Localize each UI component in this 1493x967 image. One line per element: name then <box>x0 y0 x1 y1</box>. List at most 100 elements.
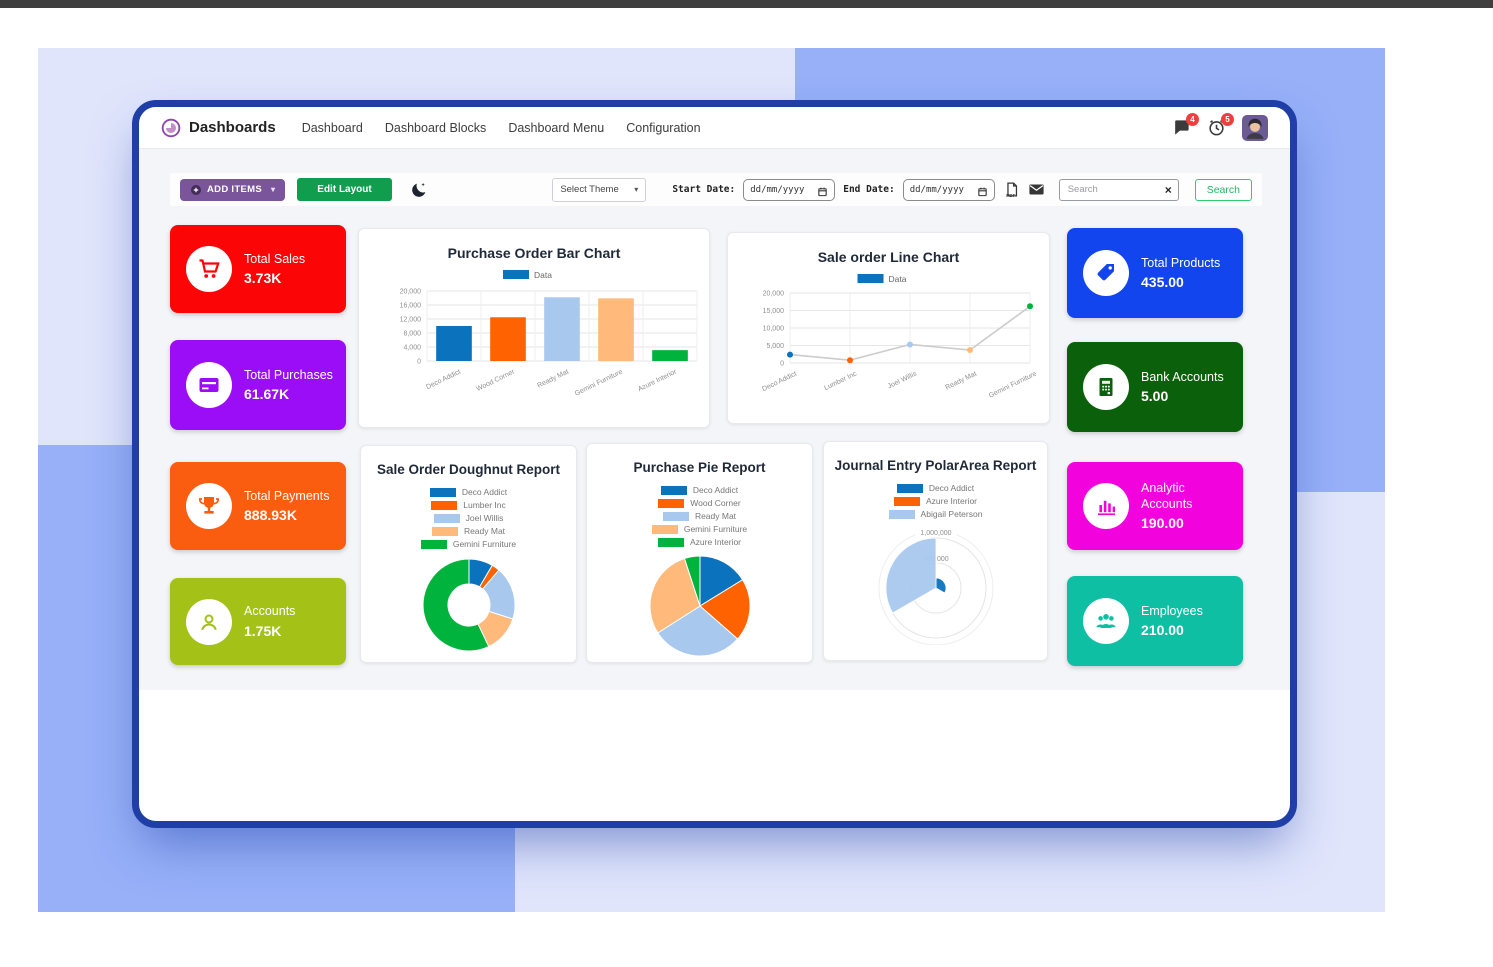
legend-item[interactable]: Deco Addict <box>660 485 738 495</box>
svg-text:Gemini Furniture: Gemini Furniture <box>574 368 624 397</box>
pdf-export-icon[interactable]: PDF <box>1003 181 1020 198</box>
chart-title: Journal Entry PolarArea Report <box>834 458 1037 473</box>
bank-building-icon <box>1083 364 1129 410</box>
end-date-input[interactable]: dd/mm/yyyy <box>902 178 995 201</box>
svg-text:0: 0 <box>417 359 421 366</box>
svg-text:12,000: 12,000 <box>400 317 422 324</box>
svg-text:1,000,000: 1,000,000 <box>920 530 951 537</box>
dashboard-toolbar: ADD ITEMS ▾ Edit Layout Select Theme ▾ S… <box>170 173 1262 206</box>
legend-item[interactable]: Abigail Peterson <box>888 509 982 519</box>
start-date-input[interactable]: dd/mm/yyyy <box>743 178 836 201</box>
kpi-card-total-payments: Total Payments 888.93K <box>170 462 346 550</box>
tag-icon <box>1083 250 1129 296</box>
chart-title: Purchase Pie Report <box>633 460 766 475</box>
credit-card-icon <box>186 362 232 408</box>
svg-text:Azure Interior: Azure Interior <box>637 368 678 393</box>
trophy-icon <box>186 483 232 529</box>
messages-icon[interactable]: 4 <box>1172 113 1199 137</box>
user-icon <box>186 598 232 645</box>
legend-item[interactable]: Gemini Furniture <box>651 524 747 534</box>
calendar-icon[interactable] <box>977 184 988 197</box>
search-input[interactable] <box>1065 183 1165 196</box>
legend-item[interactable]: Deco Addict <box>429 487 507 497</box>
kpi-value: 5.00 <box>1141 388 1169 405</box>
legend-item[interactable]: Ready Mat <box>662 511 736 521</box>
svg-text:10,000: 10,000 <box>763 326 785 333</box>
top-navbar: Dashboards Dashboard Dashboard Blocks Da… <box>139 107 1290 149</box>
svg-text:15,000: 15,000 <box>763 308 785 315</box>
polararea-chart-canvas: Deco Addict Azure Interior Abigail Peterso… <box>824 483 1047 645</box>
sale-order-line-chart-card: Sale order Line Chart Data 0 5,000 10,000 15… <box>727 232 1050 424</box>
add-items-label: ADD ITEMS <box>207 184 262 195</box>
kpi-card-total-sales: Total Sales 3.73K <box>170 225 346 313</box>
edit-layout-button[interactable]: Edit Layout <box>297 178 392 201</box>
kpi-label: Total Products <box>1141 255 1221 270</box>
bar-chart-canvas: Data 0 4,000 8,000 12,000 16,000 20,000 Deco Ad… <box>359 267 709 419</box>
app-title: Dashboards <box>189 119 276 136</box>
kpi-value: 435.00 <box>1141 274 1184 291</box>
add-items-button[interactable]: ADD ITEMS ▾ <box>180 178 286 201</box>
kpi-card-total-products: Total Products 435.00 <box>1067 228 1243 318</box>
kpi-label: Analytic Accounts <box>1141 480 1193 511</box>
app-window: Dashboards Dashboard Dashboard Blocks Da… <box>132 100 1297 828</box>
svg-text:8,000: 8,000 <box>403 331 421 338</box>
svg-text:Ready Mat: Ready Mat <box>944 370 978 391</box>
kpi-card-accounts: Accounts 1.75K <box>170 578 346 665</box>
nav-item-dashboard-blocks[interactable]: Dashboard Blocks <box>384 120 487 135</box>
kpi-value: 61.67K <box>244 386 290 403</box>
page-top-strip <box>0 0 1493 8</box>
chart-title: Sale order Line Chart <box>817 249 960 265</box>
svg-text:20,000: 20,000 <box>763 291 785 298</box>
kpi-card-bank-accounts: Bank Accounts 5.00 <box>1067 342 1243 432</box>
messages-badge: 4 <box>1186 113 1199 126</box>
journal-entry-polararea-report-card: Journal Entry PolarArea Report Deco Addi… <box>823 441 1048 661</box>
svg-text:16,000: 16,000 <box>400 303 422 310</box>
svg-text:Ready Mat: Ready Mat <box>536 368 570 389</box>
search-button[interactable]: Search <box>1194 178 1252 201</box>
svg-text:20,000: 20,000 <box>400 289 422 296</box>
chart-title: Sale Order Doughnut Report <box>376 462 560 477</box>
nav-item-dashboard[interactable]: Dashboard <box>301 120 363 135</box>
search-box: × <box>1058 178 1179 201</box>
nav-item-dashboard-menu[interactable]: Dashboard Menu <box>508 120 605 135</box>
dashboards-app-logo-icon[interactable] <box>161 118 181 138</box>
purchase-order-bar-chart-card: Purchase Order Bar Chart Data 0 4,000 8,000… <box>358 228 710 428</box>
cart-icon <box>186 246 232 292</box>
kpi-label: Employees <box>1141 603 1203 618</box>
activities-badge: 5 <box>1221 113 1234 126</box>
legend-item[interactable]: Lumber Inc <box>431 500 506 510</box>
svg-text:Lumber Inc: Lumber Inc <box>823 370 858 392</box>
legend-item[interactable]: Azure Interior <box>657 537 741 547</box>
theme-select[interactable]: Select Theme ▾ <box>552 177 647 202</box>
legend-item[interactable]: Wood Corner <box>658 498 741 508</box>
dark-mode-moon-icon[interactable] <box>410 181 428 199</box>
kpi-label: Total Payments <box>244 488 330 503</box>
kpi-card-analytic-accounts: Analytic Accounts 190.00 <box>1067 462 1243 550</box>
nav-item-configuration[interactable]: Configuration <box>626 120 701 135</box>
mail-icon[interactable] <box>1028 181 1045 198</box>
svg-text:Wood Corner: Wood Corner <box>475 368 516 393</box>
svg-text:Data: Data <box>534 270 552 280</box>
activities-clock-icon[interactable]: 5 <box>1207 113 1234 137</box>
kpi-label: Accounts <box>244 604 296 619</box>
legend-item[interactable]: Joel Willis <box>433 513 503 523</box>
kpi-value: 1.75K <box>244 622 282 639</box>
kpi-label: Bank Accounts <box>1141 369 1224 384</box>
svg-text:Data: Data <box>889 274 907 284</box>
legend-item[interactable]: Ready Mat <box>431 526 505 536</box>
legend-item[interactable]: Azure Interior <box>893 496 977 506</box>
clear-search-icon[interactable]: × <box>1164 182 1172 197</box>
doughnut-chart-canvas: Deco Addict Lumber Inc Joel Willis Ready Ma… <box>361 487 576 655</box>
start-date-label: Start Date: <box>672 184 736 195</box>
chevron-down-icon: ▾ <box>634 185 639 194</box>
sale-order-doughnut-report-card: Sale Order Doughnut Report Deco Addict Lu… <box>360 445 577 663</box>
legend-item[interactable]: Deco Addict <box>896 483 974 493</box>
legend-item[interactable]: Gemini Furniture <box>420 539 516 549</box>
svg-text:Deco Addict: Deco Addict <box>425 368 462 391</box>
calendar-icon[interactable] <box>817 184 828 197</box>
user-avatar[interactable] <box>1242 114 1268 141</box>
kpi-value: 888.93K <box>244 507 297 524</box>
bar-chart-icon <box>1083 483 1129 529</box>
svg-text:PDF: PDF <box>1006 193 1015 198</box>
kpi-card-total-purchases: Total Purchases 61.67K <box>170 340 346 430</box>
